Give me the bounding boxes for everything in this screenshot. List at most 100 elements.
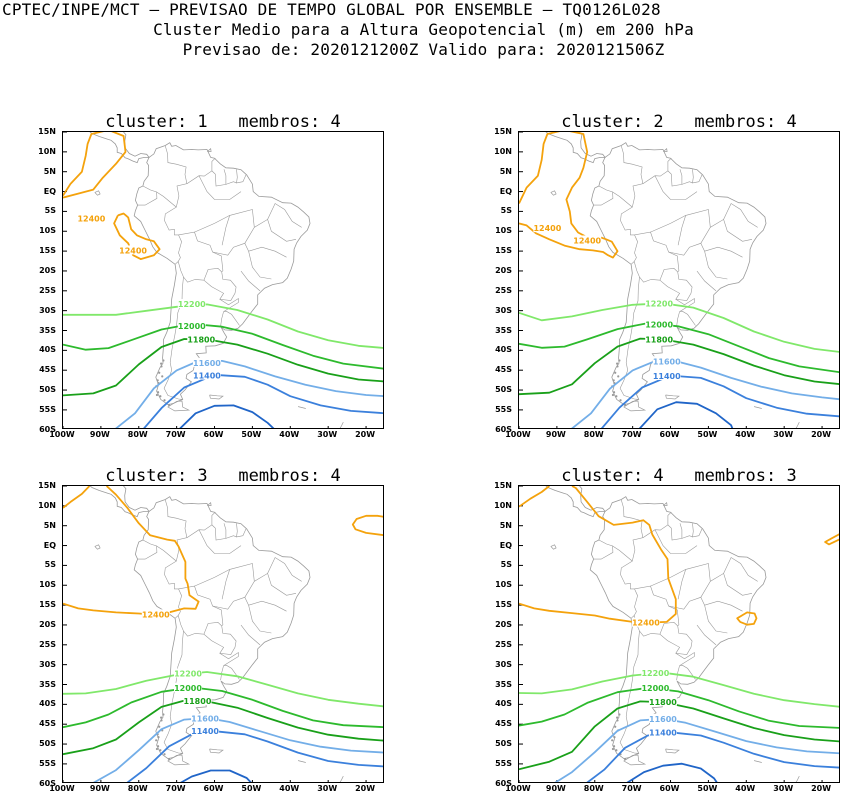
lon-tick-label: 20W xyxy=(811,784,832,793)
archipelago-island xyxy=(159,395,162,398)
country-border xyxy=(198,175,242,200)
contour-11400 xyxy=(600,374,839,428)
country-border xyxy=(248,600,287,612)
archipelago-island xyxy=(623,757,627,761)
island-coastline xyxy=(665,748,680,754)
panel-title: cluster: 1 membros: 4 xyxy=(105,112,341,132)
lat-tick-label: 40S xyxy=(39,345,56,355)
country-border xyxy=(203,625,237,655)
lat-tick-label: 15N xyxy=(38,481,56,490)
country-border xyxy=(675,651,696,680)
contour-label-12200: 12200 xyxy=(174,670,202,679)
lat-tick-label: 60S xyxy=(39,424,56,434)
country-border xyxy=(156,545,182,619)
lon-tick-label: 100W xyxy=(49,784,75,793)
lon-tick-label: 90W xyxy=(545,430,566,439)
contour-11400 xyxy=(586,731,839,782)
lat-tick-label: 35S xyxy=(495,679,512,689)
country-border xyxy=(621,499,644,562)
contour-label-bg xyxy=(174,668,203,678)
map-frame: 12400 12200 12000 11800 11600 11400 xyxy=(518,485,840,783)
contour-label-12400: 12400 xyxy=(119,246,147,255)
country-border xyxy=(219,297,240,326)
contour-label-bg xyxy=(187,334,216,344)
map-frame: 12400 12400 12200 12000 11800 11600 11400 xyxy=(518,131,840,429)
contour-label-12400: 12400 xyxy=(533,224,561,233)
country-border xyxy=(156,191,182,265)
lon-tick-label: 20W xyxy=(811,430,832,439)
lon-tick-label: 30W xyxy=(317,430,338,439)
island-coastline xyxy=(663,502,668,506)
lat-tick-label: 5N xyxy=(499,166,512,176)
contour-12200 xyxy=(63,671,383,708)
lat-tick-label: 5S xyxy=(44,560,56,570)
archipelago-island xyxy=(155,393,159,397)
panel-title: cluster: 4 membros: 3 xyxy=(561,466,797,486)
contour-label-bg xyxy=(641,668,670,678)
archipelago-island xyxy=(616,362,619,365)
island-coastline xyxy=(207,502,212,506)
country-border xyxy=(137,185,158,206)
lon-tick-label: 50W xyxy=(241,784,262,793)
header-subtitle: Cluster Medio para a Altura Geopotencial… xyxy=(153,20,694,39)
country-border xyxy=(676,665,680,681)
lat-tick-label: 40S xyxy=(495,345,512,355)
lat-tick-label: 30S xyxy=(39,659,56,669)
lon-tick-label: 60W xyxy=(659,784,680,793)
country-border xyxy=(650,563,711,587)
lon-tick-label: 80W xyxy=(127,430,148,439)
archipelago-island xyxy=(619,399,622,402)
contour-label-bg xyxy=(119,245,148,255)
lat-tick-label: 15N xyxy=(494,127,512,136)
island-coastline xyxy=(167,754,191,766)
lat-tick-label: 50S xyxy=(495,385,512,395)
contour-label-12000: 12000 xyxy=(641,684,669,693)
lon-tick-label: 50W xyxy=(697,784,718,793)
country-border xyxy=(668,242,728,280)
contour-12000 xyxy=(63,323,383,370)
lat-tick-label: 25S xyxy=(495,639,512,649)
archipelago-island xyxy=(617,375,620,378)
country-border xyxy=(137,539,158,560)
island-coastline xyxy=(550,544,557,550)
lat-tick-label: EQ xyxy=(499,186,512,196)
archipelago-island xyxy=(611,739,614,742)
central-america-coastline xyxy=(545,132,606,164)
lat-tick-label: 35S xyxy=(39,325,56,335)
figure-header: CPTEC/INPE/MCT – PREVISAO DE TEMPO GLOBA… xyxy=(0,0,847,60)
contour-label-11600: 11600 xyxy=(193,359,221,368)
archipelago-island xyxy=(167,757,171,761)
contour-label-bg xyxy=(573,235,602,245)
contour-11200 xyxy=(180,769,252,782)
contour-12400 xyxy=(736,611,758,626)
lat-tick-label: 5S xyxy=(44,206,56,216)
contour-12200 xyxy=(519,671,839,708)
lat-tick-label: 60S xyxy=(495,424,512,434)
country-border xyxy=(619,276,640,400)
country-border xyxy=(692,174,703,184)
contour-12400 xyxy=(519,486,677,624)
country-border xyxy=(219,651,240,680)
archipelago-island xyxy=(156,379,159,382)
country-border xyxy=(177,615,222,637)
country-border xyxy=(240,270,261,292)
country-border xyxy=(612,545,638,619)
archipelago-island xyxy=(156,745,160,748)
lat-tick-label: 20S xyxy=(495,619,512,629)
contour-12000 xyxy=(63,686,383,729)
lon-tick-label: 60W xyxy=(659,430,680,439)
lat-tick-label: 50S xyxy=(39,739,56,749)
contour-11800 xyxy=(519,700,839,771)
country-border xyxy=(650,209,711,233)
lon-tick-label: 70W xyxy=(165,784,186,793)
country-border xyxy=(675,297,696,326)
archipelago-island xyxy=(162,359,165,362)
archipelago-island xyxy=(158,371,161,374)
lon-tick-label: 20W xyxy=(355,430,376,439)
country-border xyxy=(203,271,237,301)
contour-label-bg xyxy=(645,319,674,329)
archipelago-island xyxy=(157,736,160,739)
lon-tick-label: 100W xyxy=(505,784,531,793)
island-coastline xyxy=(298,760,306,763)
south-america-coastline xyxy=(589,142,767,406)
